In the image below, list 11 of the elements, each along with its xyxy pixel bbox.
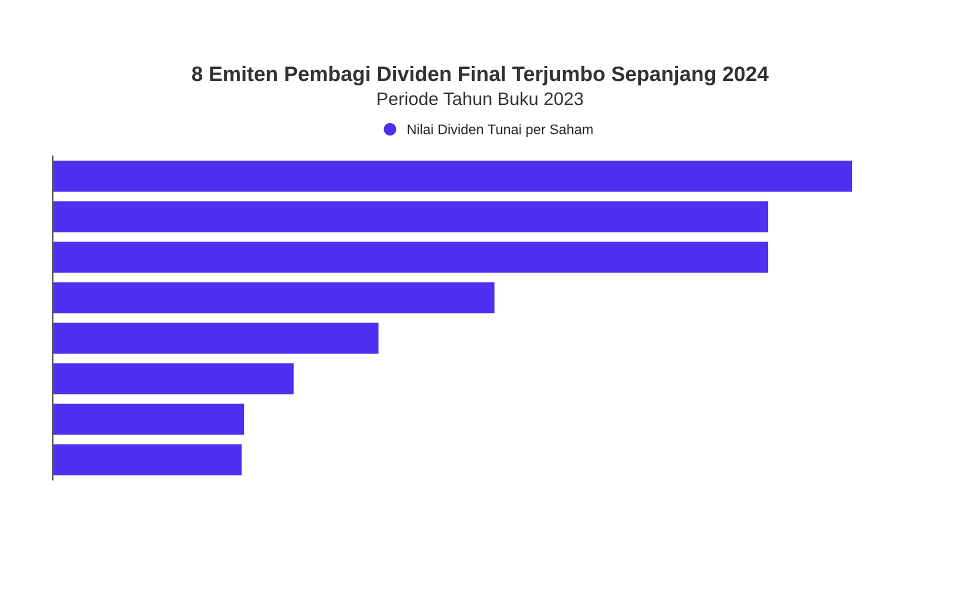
bar [52, 240, 770, 274]
chart-title: 8 Emiten Pembagi Dividen Final Terjumbo Sepanjang 2024 [192, 66, 769, 86]
bar [52, 200, 770, 234]
bar [52, 321, 380, 356]
bar [52, 362, 296, 396]
bar [52, 159, 854, 194]
legend-label: Nilai Dividen Tunai per Saham [408, 124, 593, 138]
chart-subtitle: Periode Tahun Buku 2023 [378, 92, 583, 106]
bar [52, 402, 246, 436]
bar [52, 280, 496, 315]
bar [52, 442, 244, 477]
